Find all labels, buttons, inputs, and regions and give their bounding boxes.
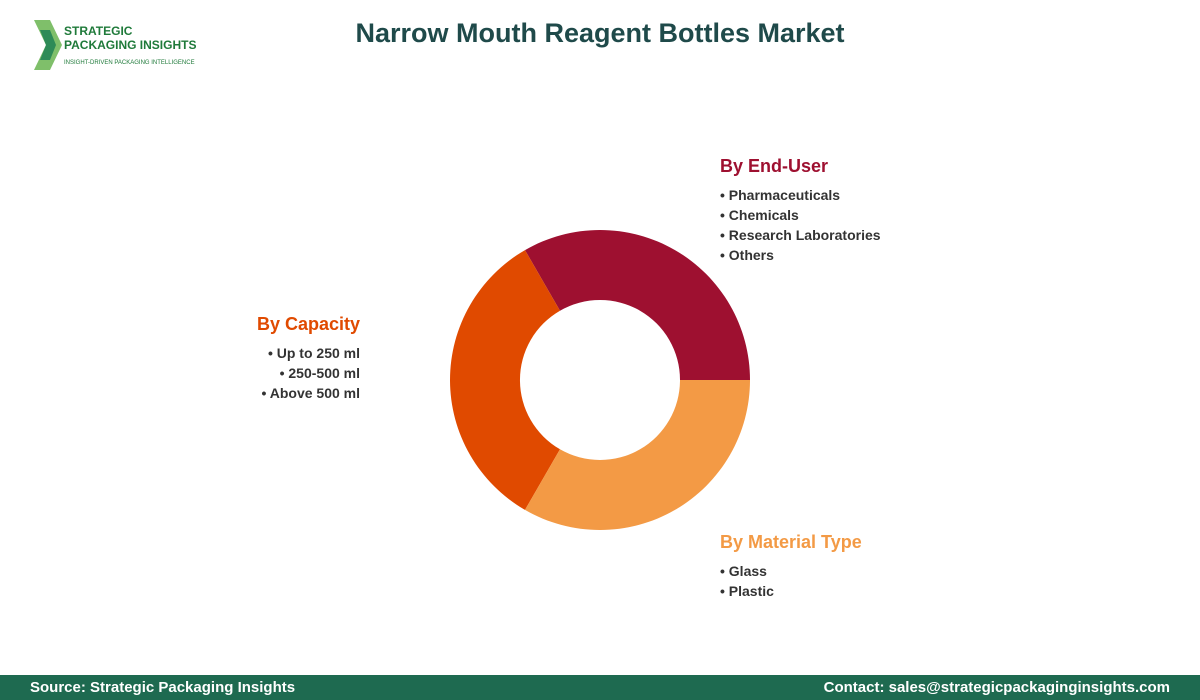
title: Narrow Mouth Reagent Bottles Market — [355, 18, 845, 48]
segment-item: Pharmaceuticals — [720, 185, 881, 205]
segment-title: By Capacity — [256, 314, 360, 334]
logo-mark — [40, 30, 56, 60]
segment-list: PharmaceuticalsChemicalsResearch Laborat… — [720, 185, 881, 265]
donut-segment — [450, 250, 560, 510]
logo-text: STRATEGIC — [64, 24, 133, 38]
segment: By End-User PharmaceuticalsChemicalsResea… — [720, 156, 881, 265]
segment-item: Others — [720, 245, 881, 265]
segment-title: By Material Type — [720, 532, 862, 552]
segment-item: Up to 250 ml — [257, 343, 360, 363]
segment-list: Up to 250 ml250-500 mlAbove 500 ml — [257, 343, 360, 403]
segment-item: Glass — [720, 561, 862, 581]
logo-text: PACKAGING INSIGHTS — [64, 38, 197, 52]
segment-item: Above 500 ml — [257, 383, 360, 403]
segment: By Material Type GlassPlastic — [720, 532, 862, 601]
donut-segment — [525, 380, 750, 530]
source: Source: Strategic Packaging Insights — [30, 679, 296, 696]
logo-tagline: INSIGHT-DRIVEN PACKAGING INTELLIGENCE — [64, 60, 195, 66]
segment-item: Research Laboratories — [720, 225, 881, 245]
segment-item: Plastic — [720, 581, 862, 601]
segment-list: GlassPlastic — [720, 561, 862, 601]
footer: Source: Strategic Packaging Insights Con… — [0, 675, 1200, 700]
contact: Contact: sales@strategicpackaginginsight… — [823, 679, 1170, 696]
segment-title: By End-User — [720, 156, 829, 176]
segment-item: Chemicals — [720, 205, 881, 225]
donut-segment — [525, 230, 750, 380]
segment-item: 250-500 ml — [257, 363, 360, 383]
segment: By Capacity Up to 250 ml250-500 mlAbove 5… — [257, 314, 360, 403]
